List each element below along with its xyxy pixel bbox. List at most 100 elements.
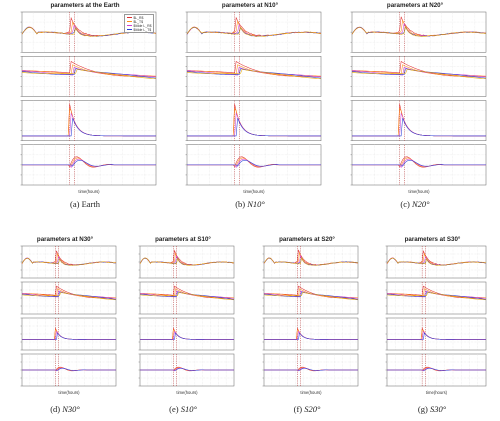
- caption-name: N20°: [411, 199, 430, 209]
- series-line: [351, 25, 487, 37]
- series-line: [263, 256, 359, 266]
- series-line: [21, 292, 117, 301]
- legend-entry: $\tilde L_R$: [126, 23, 152, 28]
- series-line: [21, 69, 157, 79]
- caption-s10: (e) S10°: [133, 404, 233, 414]
- series-line: [186, 66, 322, 78]
- caption-name: N30°: [62, 404, 80, 414]
- legend-entry: $L_T$: [126, 20, 152, 24]
- subplot-row: [20, 144, 157, 186]
- caption-n10: (b) N10°: [200, 199, 300, 209]
- caption-name: Earth: [81, 199, 100, 209]
- subplot-row: [20, 353, 117, 387]
- x-axis-label: time(hours): [58, 390, 80, 395]
- subplot-row: [20, 317, 117, 351]
- series-line: [187, 118, 321, 137]
- series-line: [21, 66, 157, 78]
- subplot-row: [385, 281, 487, 315]
- panel-title: parameters at S20°: [279, 236, 335, 243]
- subplot-row: [185, 100, 322, 141]
- caption-label: (d): [50, 404, 61, 414]
- subplot-row: [350, 100, 487, 141]
- series-line: [139, 257, 235, 266]
- series-line: [387, 368, 486, 371]
- series-line: [264, 332, 358, 340]
- subplot-row: [385, 353, 487, 387]
- series-line: [186, 69, 322, 79]
- x-axis-label: time(hours): [426, 390, 448, 395]
- series-line: [22, 159, 156, 167]
- x-axis-label: time(hours): [176, 390, 198, 395]
- panel-s10: parameters at S10° time(hours): [128, 236, 238, 398]
- x-axis-label: time(hours): [78, 189, 100, 194]
- caption-label: (g): [417, 404, 428, 414]
- caption-earth: (a) Earth: [35, 199, 135, 209]
- plot-area: time(hours): [252, 244, 362, 396]
- caption-s20: (f) S20°: [257, 404, 357, 414]
- plot-area: time(hours): [175, 10, 325, 195]
- series-line: [22, 332, 116, 340]
- caption-label: (a): [70, 199, 80, 209]
- plot-area: time(hours): [10, 244, 120, 396]
- legend-swatch: [126, 17, 132, 18]
- plot-area: time(hours): [128, 244, 238, 396]
- subplot-row: [350, 144, 487, 186]
- series-line: [140, 368, 234, 371]
- subplot-row: [262, 281, 359, 315]
- panel-title: parameters at the Earth: [50, 2, 120, 9]
- series-line: [351, 69, 487, 79]
- panel-title: parameters at N10°: [221, 2, 279, 9]
- panel-title: parameters at N20°: [386, 2, 444, 9]
- series-line: [22, 118, 156, 137]
- subplot-row: [138, 245, 235, 279]
- subplot-row: [262, 317, 359, 351]
- subplot-row: [385, 317, 487, 351]
- subplot-row: [138, 317, 235, 351]
- panel-title: parameters at S10°: [155, 236, 211, 243]
- subplot-row: [20, 281, 117, 315]
- subplot-row: [350, 11, 487, 53]
- subplot-row: [20, 100, 157, 141]
- panel-title: parameters at N30°: [36, 236, 94, 243]
- caption-name: S10°: [180, 404, 197, 414]
- plot-area: time(hours): [10, 10, 160, 195]
- legend-label: $\tilde L_R$: [133, 23, 152, 28]
- caption-name: N10°: [247, 199, 265, 209]
- series-line: [351, 66, 487, 78]
- subplot-row: [20, 56, 157, 97]
- caption-label: (f): [293, 404, 303, 414]
- legend-entry: $\tilde L_T$: [126, 28, 152, 32]
- subplot-row: [385, 245, 487, 279]
- caption-s30: (g) S30°: [382, 404, 482, 414]
- series-line: [22, 368, 116, 371]
- series-line: [386, 257, 487, 266]
- panel-s20: parameters at S20° time(hours): [252, 236, 362, 398]
- caption-label: (c): [400, 199, 410, 209]
- legend-swatch: [126, 25, 132, 26]
- subplot-row: [138, 281, 235, 315]
- subplot-row: [138, 353, 235, 387]
- x-axis-label: time(hours): [408, 189, 430, 194]
- legend-label: $L_R$: [133, 15, 144, 20]
- caption-label: (e): [169, 404, 179, 414]
- caption-n20: (c) N20°: [365, 199, 465, 209]
- legend: $L_R$ $L_T$ $\tilde L_R$ $\tilde L_T$: [124, 14, 154, 33]
- subplot-row: [262, 353, 359, 387]
- series-line: [386, 292, 487, 301]
- series-line: [352, 118, 486, 137]
- subplot-row: [185, 144, 322, 186]
- x-axis-label: time(hours): [300, 390, 322, 395]
- subplot-row: [350, 56, 487, 97]
- plot-area: time(hours): [340, 10, 490, 195]
- series-line: [263, 292, 359, 301]
- caption-n30: (d) N30°: [15, 404, 115, 414]
- panel-n10: parameters at N10° time(hours): [175, 2, 325, 197]
- legend-swatch: [126, 29, 132, 30]
- x-axis-label: time(hours): [243, 189, 265, 194]
- series-line: [140, 332, 234, 340]
- panel-s30: parameters at S30° time(hours): [375, 236, 490, 398]
- series-line: [264, 368, 358, 371]
- panel-title: parameters at S30°: [404, 236, 461, 243]
- legend-entry: $L_R$: [126, 15, 152, 20]
- series-line: [263, 257, 359, 266]
